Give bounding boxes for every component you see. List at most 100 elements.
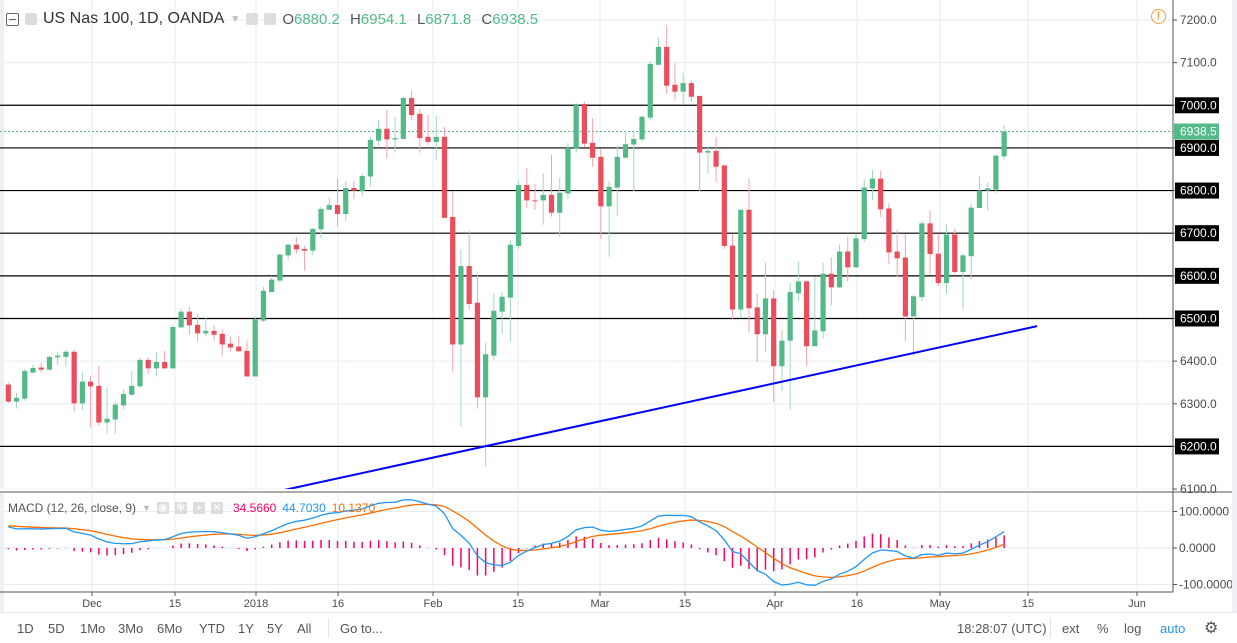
gear-icon[interactable]: ⚙ <box>1204 620 1219 637</box>
candle <box>606 180 612 257</box>
candle-body <box>985 188 991 191</box>
price-level-label-bg <box>1175 182 1219 199</box>
macd-line-value: 44.7030 <box>282 501 326 515</box>
time-axis-label: 15 <box>512 598 524 610</box>
time-axis-label: 2018 <box>244 598 268 610</box>
open-value: 6880.2 <box>293 10 340 28</box>
close-icon[interactable]: ✕ <box>210 502 223 514</box>
price-axis-label: 7100.0 <box>1180 56 1217 70</box>
candle-body <box>244 350 250 377</box>
goto-button[interactable]: Go to... <box>340 621 383 636</box>
macd-title[interactable]: MACD (12, 26, close, 9) <box>8 501 137 515</box>
pane-gap <box>0 489 1173 493</box>
time-axis-label: 15 <box>1022 598 1034 610</box>
candle <box>762 262 769 353</box>
price-level-label-bg <box>1175 97 1219 114</box>
divider <box>328 618 329 638</box>
dropdown-caret-icon[interactable]: ▼ <box>230 13 241 25</box>
range-all-button[interactable]: All <box>297 621 312 636</box>
candle-body <box>252 319 258 377</box>
ext-toggle[interactable]: ext <box>1062 621 1080 636</box>
range-3mo-button[interactable]: 3Mo <box>118 621 144 636</box>
candle <box>713 136 719 183</box>
range-1d-button[interactable]: 1D <box>17 621 34 636</box>
candle-body <box>450 216 456 345</box>
symbol-title[interactable]: US Nas 100, 1D, OANDA <box>43 10 225 27</box>
gear-icon[interactable]: ✻ <box>174 502 187 514</box>
candle <box>515 180 522 249</box>
auto-toggle[interactable]: auto <box>1160 621 1186 636</box>
range-ytd-button[interactable]: YTD <box>199 621 225 636</box>
candle <box>902 233 908 342</box>
candle-body <box>721 165 727 246</box>
eye-icon[interactable]: ◉ <box>156 502 169 514</box>
candle-body <box>565 147 571 194</box>
percent-toggle[interactable]: % <box>1097 621 1109 636</box>
log-toggle[interactable]: log <box>1124 621 1142 636</box>
candle-body <box>63 351 69 357</box>
candle-body <box>277 254 283 281</box>
candle <box>894 229 900 278</box>
candle <box>705 147 711 174</box>
range-1y-button[interactable]: 1Y <box>238 621 254 636</box>
candle <box>334 177 341 227</box>
candle-body <box>55 355 61 358</box>
candle <box>269 275 275 293</box>
chart-canvas[interactable]: 7200.0 7100.0 7000.0 6900.0 6800.0 6700.0 6600… <box>0 0 1237 612</box>
clock[interactable]: 18:28:07 (UTC) <box>957 621 1047 636</box>
macd-signal-value: 10.1370 <box>331 501 376 515</box>
candle <box>474 273 481 409</box>
candle <box>573 103 579 153</box>
alert-icon[interactable]: ! <box>1151 9 1166 24</box>
candle-body <box>655 46 662 65</box>
collapse-icon[interactable] <box>6 12 19 26</box>
candle <box>466 231 472 310</box>
candle-body <box>5 384 11 402</box>
candle <box>911 294 917 357</box>
candle <box>985 182 991 211</box>
candle-body <box>351 188 357 191</box>
dropdown-caret-icon[interactable]: ▼ <box>142 503 151 513</box>
candle <box>104 387 110 434</box>
candle-body <box>162 361 168 369</box>
time-axis-label: Dec <box>82 598 102 610</box>
candle-body <box>878 178 884 210</box>
candle-body <box>334 205 341 215</box>
macd-axis-label: -100.0000 <box>1179 578 1233 592</box>
eye-icon[interactable] <box>246 13 259 25</box>
range-6mo-button[interactable]: 6Mo <box>157 621 183 636</box>
candle-body <box>911 296 917 317</box>
range-5d-button[interactable]: 5D <box>48 621 65 636</box>
candle <box>293 237 299 254</box>
candle-body <box>310 228 316 251</box>
candle <box>170 325 176 369</box>
candle <box>812 276 818 347</box>
candle-body <box>754 307 760 335</box>
high-value: 6954.1 <box>360 10 407 28</box>
candle-body <box>392 138 398 140</box>
range-1mo-button[interactable]: 1Mo <box>80 621 106 636</box>
candle-body <box>919 223 925 298</box>
plus-icon[interactable]: + <box>192 502 205 514</box>
candle <box>746 178 752 333</box>
candle <box>729 234 736 320</box>
candle-body <box>186 311 192 326</box>
candle-body <box>532 200 538 202</box>
candle <box>236 335 242 352</box>
candle-body <box>408 98 415 116</box>
candle <box>392 116 398 153</box>
candle-body <box>861 187 867 240</box>
candle-body <box>441 136 448 218</box>
range-5y-button[interactable]: 5Y <box>267 621 283 636</box>
right-scroll-strip[interactable] <box>1232 0 1237 612</box>
candle <box>186 306 192 335</box>
candle <box>408 90 415 120</box>
candle <box>227 336 234 352</box>
gear-icon[interactable] <box>264 13 277 25</box>
candle-body <box>343 188 349 215</box>
candle-body <box>219 333 225 345</box>
candle <box>886 203 892 265</box>
candle-body <box>672 84 678 92</box>
open-label: O <box>282 10 294 28</box>
candle <box>721 165 727 249</box>
